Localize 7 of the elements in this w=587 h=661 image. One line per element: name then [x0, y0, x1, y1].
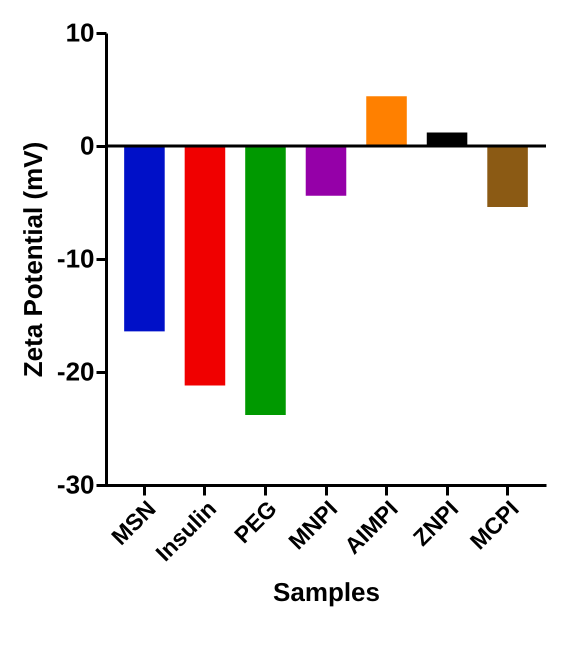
y-tick-label: 10	[66, 18, 94, 48]
y-tick-label: -30	[56, 470, 94, 500]
x-axis-title: Samples	[273, 577, 380, 608]
y-tick-label: -20	[56, 356, 94, 386]
y-tick-label: 0	[80, 130, 94, 160]
y-tick-label: -10	[56, 244, 94, 274]
y-axis-title: Zeta Potential (mV)	[18, 142, 48, 378]
